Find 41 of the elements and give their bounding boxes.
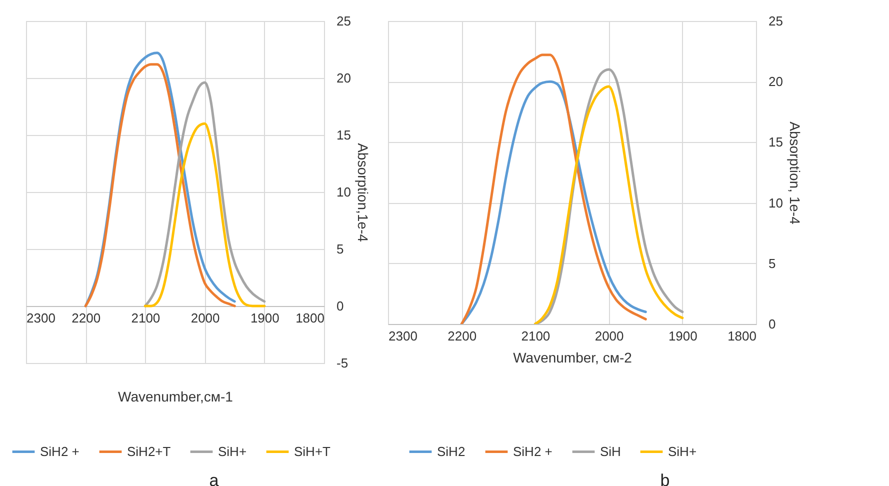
legend-label: SiH2 + bbox=[40, 444, 80, 459]
x-tick-label: 1800 bbox=[296, 310, 324, 326]
line-series bbox=[144, 81, 266, 308]
x-tick-label: 1800 bbox=[728, 328, 756, 344]
y-tick-label: 20 bbox=[336, 70, 351, 86]
legend-label: SiH2+T bbox=[127, 444, 171, 459]
y-tick-label: 10 bbox=[336, 184, 351, 200]
y-tick-label: 15 bbox=[336, 128, 351, 142]
y-tick-label: 0 bbox=[336, 298, 344, 314]
x-tick-label: 1900 bbox=[250, 310, 280, 326]
y-tick-label: 10 bbox=[768, 195, 783, 210]
x-tick-label: 2300 bbox=[26, 310, 56, 326]
legend-label: SiH+ bbox=[668, 444, 697, 459]
x-tick-label: 2100 bbox=[521, 328, 550, 344]
y-tick-label: 20 bbox=[768, 74, 783, 90]
y-tick-label: 5 bbox=[336, 242, 344, 256]
x-tick-label: 2100 bbox=[131, 310, 160, 326]
y-tick-label: 25 bbox=[768, 14, 783, 28]
y-tick-label: 15 bbox=[768, 134, 783, 150]
y-axis-title: Absorption,1e-4 bbox=[354, 143, 371, 242]
x-tick-label: 2200 bbox=[448, 328, 477, 344]
y-tick-label: -5 bbox=[336, 356, 348, 370]
y-tick-label: 0 bbox=[768, 316, 776, 332]
x-tick-label: 2000 bbox=[594, 328, 624, 344]
legend-label: SiH2 + bbox=[513, 444, 552, 459]
x-tick-label: 2000 bbox=[190, 310, 220, 326]
y-axis-title: Absorption, 1e-4 bbox=[786, 122, 803, 225]
legend-label: SiH2 bbox=[437, 444, 466, 459]
legend-label: SiH+T bbox=[294, 444, 331, 459]
y-tick-label: 25 bbox=[336, 14, 351, 28]
text: a bbox=[209, 471, 220, 486]
x-tick-label: 2300 bbox=[388, 328, 418, 344]
legend-label: SiH+ bbox=[218, 444, 247, 459]
legend-label: SiH bbox=[600, 444, 621, 459]
x-axis-title: Wavenumber, см-2 bbox=[513, 350, 632, 366]
x-tick-label: 1900 bbox=[668, 328, 698, 344]
y-tick-label: 5 bbox=[768, 256, 776, 271]
x-tick-label: 2200 bbox=[72, 310, 101, 326]
x-axis-title: Wavenumber,см-1 bbox=[118, 388, 234, 404]
text: b bbox=[660, 471, 670, 486]
line-series bbox=[144, 122, 266, 308]
